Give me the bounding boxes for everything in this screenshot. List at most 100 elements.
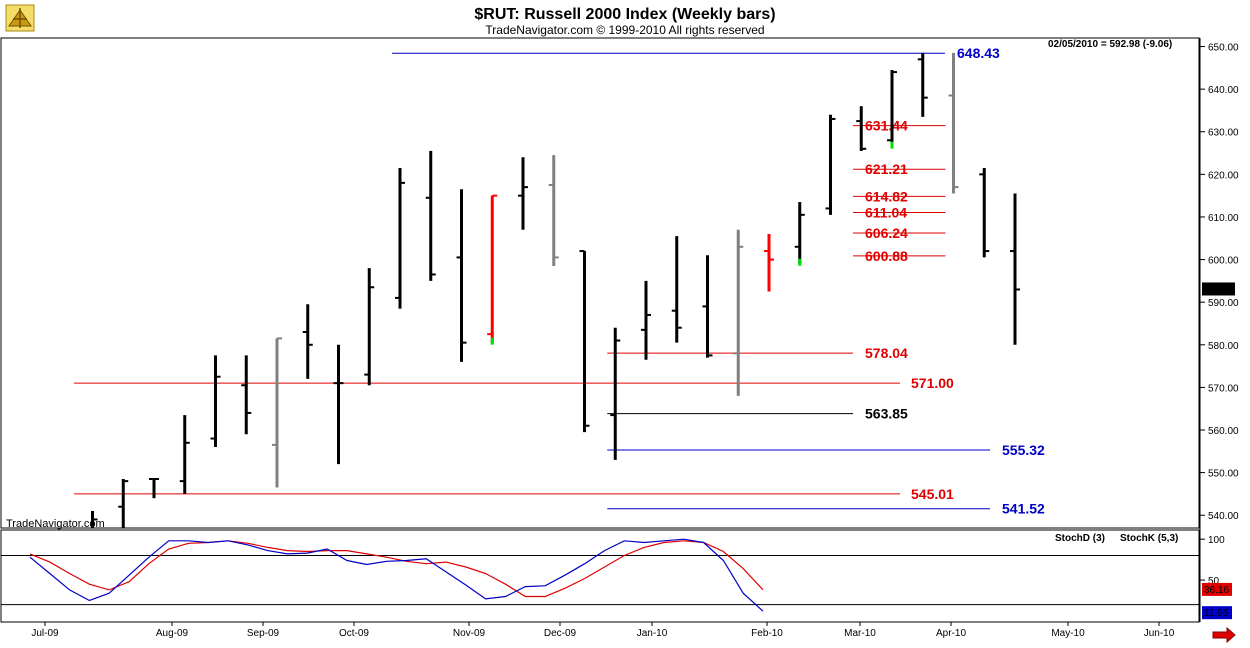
time-axis: Jul-09 Aug-09 Sep-09 Oct-09 Nov-09 Dec-09 Jan-… [31, 622, 1175, 639]
ohlc-bar [917, 52, 928, 117]
stochk-value-label: 11.95 [1204, 608, 1229, 619]
ohlc-bar [91, 510, 98, 528]
chart-title: $RUT: Russell 2000 Index (Weekly bars) [474, 6, 775, 23]
price-panel [0, 37, 1200, 529]
price-tick-label: 590.00 [1208, 298, 1239, 309]
time-tick-label: Aug-09 [156, 628, 189, 639]
stochk-value-box [1202, 606, 1232, 620]
time-tick-label: Dec-09 [544, 628, 577, 639]
price-tick-label: 560.00 [1208, 426, 1239, 437]
price-tick-label: 600.00 [1208, 256, 1239, 267]
level-label: 631.44 [865, 118, 908, 134]
level-label: 648.43 [957, 45, 1000, 61]
stochd-legend: StochD (3) [1055, 533, 1105, 544]
level-label: 606.24 [865, 225, 908, 241]
ohlc-bar [395, 167, 405, 309]
trade-navigator-logo-icon [5, 4, 35, 32]
ohlc-bar [579, 250, 590, 433]
ohlc-bar [179, 415, 190, 494]
last-bar-info: 02/05/2010 = 592.98 (-9.06) [1048, 39, 1172, 50]
ohlc-bar [548, 155, 559, 266]
ohlc-bar [948, 52, 959, 194]
last-price-badge: 592.98 [1202, 282, 1235, 296]
ohlc-bar [456, 189, 467, 362]
ohlc-bar [149, 478, 159, 499]
ohlc-bar [1010, 193, 1020, 345]
price-tick-label: 580.00 [1208, 341, 1239, 352]
time-tick-label: Apr-10 [936, 628, 966, 639]
ohlc-bar [425, 150, 436, 281]
price-tick-label: 640.00 [1208, 85, 1239, 96]
time-tick-label: Jul-09 [31, 628, 59, 639]
time-tick-label: Mar-10 [844, 628, 876, 639]
chart-logo [5, 4, 35, 32]
signal-marker [490, 337, 494, 345]
level-label: 578.04 [865, 345, 908, 361]
level-label: 600.88 [865, 248, 908, 264]
price-bars [91, 52, 1020, 528]
stochastic-lines [1, 538, 1199, 612]
level-label: 545.01 [911, 486, 954, 502]
price-tick-label: 620.00 [1208, 170, 1239, 181]
stochastic-legend: StochD (3) StochK (5,3) [1055, 533, 1178, 544]
stochastic-tick-label: 50 [1208, 576, 1220, 587]
stochk-legend: StochK (5,3) [1120, 533, 1178, 544]
ohlc-bar [272, 337, 282, 488]
time-tick-label: Oct-09 [339, 628, 369, 639]
watermark-text: TradeNavigator.com [6, 518, 105, 530]
level-label: 611.04 [865, 205, 907, 221]
ohlc-bar [794, 202, 805, 264]
signal-marker [890, 141, 894, 149]
ohlc-bar [671, 236, 682, 343]
price-tick-label: 570.00 [1208, 383, 1239, 394]
ohlc-bar [702, 255, 713, 358]
ohlc-bar [518, 157, 528, 230]
last-price-box [1202, 282, 1235, 296]
price-tick-label: 650.00 [1208, 43, 1239, 54]
stochk-line [29, 538, 764, 612]
ohlc-bar [764, 234, 774, 292]
price-tick-label: 610.00 [1208, 213, 1239, 224]
stochd-value-label: 36.16 [1204, 585, 1229, 596]
scroll-right-button[interactable] [1212, 626, 1236, 644]
level-label: 621.21 [865, 161, 908, 177]
chart-subtitle: TradeNavigator.com © 1999-2010 All right… [485, 23, 764, 37]
level-label: 555.32 [1002, 442, 1045, 458]
stochastic-tick-label: 100 [1208, 535, 1225, 546]
level-label: 571.00 [911, 375, 954, 391]
ohlc-bar [118, 479, 129, 528]
time-tick-label: Jan-10 [637, 628, 668, 639]
ohlc-bar [210, 355, 221, 448]
ohlc-bar [610, 327, 621, 460]
level-label: 541.52 [1002, 501, 1045, 517]
ohlc-bar [364, 268, 375, 386]
arrow-right-icon [1212, 626, 1236, 644]
ohlc-bar [979, 167, 990, 258]
stochd-line [29, 540, 764, 598]
level-label: 563.85 [865, 406, 908, 422]
time-tick-label: May-10 [1051, 628, 1085, 639]
level-label: 614.82 [865, 188, 908, 204]
price-tick-label: 630.00 [1208, 128, 1239, 139]
time-tick-label: Jun-10 [1144, 628, 1175, 639]
ohlc-bar [856, 106, 867, 151]
ohlc-bar [733, 229, 744, 396]
ohlc-bar [487, 194, 498, 343]
time-tick-label: Sep-09 [247, 628, 280, 639]
ohlc-bar [887, 69, 897, 147]
stochastic-panel [0, 529, 1200, 623]
signal-marker [798, 258, 802, 266]
price-tick-label: 540.00 [1208, 511, 1239, 522]
time-tick-label: Feb-10 [751, 628, 783, 639]
price-tick-label: 550.00 [1208, 469, 1239, 480]
ohlc-bar [641, 280, 651, 360]
ohlc-bar [241, 355, 252, 435]
time-tick-label: Nov-09 [453, 628, 486, 639]
ohlc-bar [302, 304, 313, 379]
ohlc-bar [333, 344, 344, 465]
